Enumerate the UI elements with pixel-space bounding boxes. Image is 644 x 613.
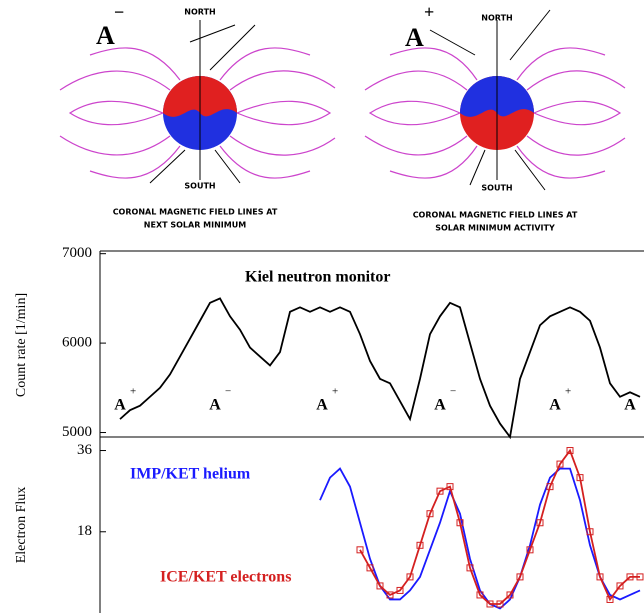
field-line (59, 135, 171, 156)
field-line (516, 47, 606, 81)
field-line (368, 100, 461, 126)
field-line (389, 47, 478, 81)
data-point (536, 519, 544, 527)
data-point (426, 510, 434, 518)
sign-sup: + (424, 2, 434, 22)
field-line (236, 100, 332, 126)
annotation: A (624, 397, 636, 414)
field-line (364, 135, 468, 156)
data-point (636, 573, 644, 581)
plot-frame (99, 250, 644, 613)
data-point (506, 591, 514, 599)
data-point (476, 591, 484, 599)
data-point (496, 600, 504, 608)
data-point (516, 573, 524, 581)
sign: A (96, 21, 115, 50)
data-point (376, 582, 384, 590)
field-line (533, 100, 622, 126)
data-point (626, 573, 634, 581)
data-point (606, 595, 614, 603)
annotation-sup: − (450, 386, 456, 398)
y-axis-label: Count rate [1/min] (14, 293, 29, 397)
data-point (406, 573, 414, 581)
y-tick-label: 7000 (62, 245, 92, 261)
data-point (586, 528, 594, 536)
caption: NEXT SOLAR MINIMUM (144, 221, 246, 230)
arrows (149, 24, 256, 184)
field-line (516, 145, 606, 179)
data-point (526, 546, 534, 554)
north-label: NORTH (481, 14, 512, 23)
arrows (429, 9, 551, 191)
field-line (229, 135, 336, 156)
data-point (486, 600, 494, 608)
annotation-sup: + (565, 386, 571, 398)
caption: CORONAL MAGNETIC FIELD LINES AT (413, 211, 578, 220)
data-point (596, 573, 604, 581)
y-tick-label: 36 (77, 442, 93, 458)
series-line (359, 448, 640, 605)
caption: SOLAR MINIMUM ACTIVITY (435, 224, 555, 233)
y-axis-label: Electron Flux (14, 487, 29, 564)
y-tick-label: 5000 (62, 424, 92, 440)
field-line (526, 135, 626, 156)
field-line (68, 100, 164, 126)
data-point (456, 519, 464, 527)
field-line (389, 145, 478, 179)
field-line (219, 47, 311, 81)
annotation: A (549, 397, 561, 414)
sign-sup: − (114, 2, 124, 22)
data-point (566, 447, 574, 455)
field-line (89, 47, 181, 81)
data-point (416, 541, 424, 549)
series-line (119, 297, 641, 440)
y-tick-label: 18 (77, 523, 92, 539)
diagram-right (364, 47, 626, 179)
annotation: A (209, 397, 221, 414)
legend-label: IMP/KET helium (130, 466, 251, 483)
south-label: SOUTH (184, 182, 215, 191)
data-point (576, 474, 584, 482)
legend-label: ICE/KET electrons (160, 569, 291, 586)
field-line (526, 70, 626, 91)
annotation-sup: + (130, 386, 136, 398)
data-point (436, 487, 444, 495)
data-point (466, 564, 474, 572)
y-tick-label: 6000 (62, 335, 92, 351)
annotation-sup: + (332, 386, 338, 398)
annotation: A (114, 397, 126, 414)
data-point (546, 483, 554, 491)
field-line (229, 70, 336, 91)
annotation: A (434, 397, 446, 414)
field-line (364, 70, 468, 91)
field-line (59, 70, 171, 91)
sign: A (405, 23, 424, 52)
data-point (556, 460, 564, 468)
south-label: SOUTH (481, 184, 512, 193)
chart-title: Kiel neutron monitor (245, 269, 390, 286)
data-point (386, 591, 394, 599)
annotation-sup: − (225, 386, 231, 398)
north-label: NORTH (184, 8, 215, 17)
caption: CORONAL MAGNETIC FIELD LINES AT (113, 208, 278, 217)
data-point (446, 483, 454, 491)
diagram-left (59, 47, 336, 179)
annotation: A (316, 397, 328, 414)
data-point (356, 546, 364, 554)
data-point (616, 582, 624, 590)
field-line (219, 145, 311, 179)
data-point (396, 586, 404, 594)
data-point (366, 564, 374, 572)
field-line (89, 145, 181, 179)
